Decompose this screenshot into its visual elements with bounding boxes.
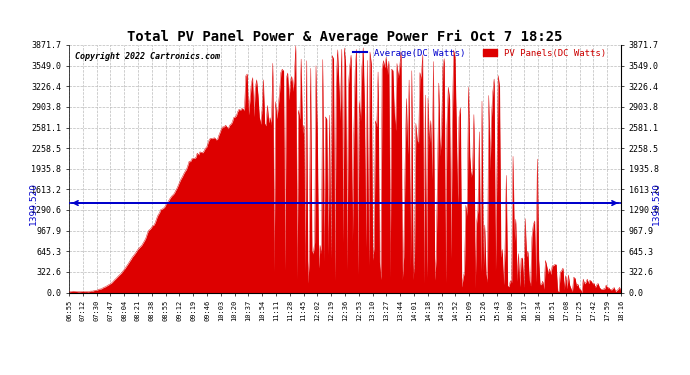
Text: Copyright 2022 Cartronics.com: Copyright 2022 Cartronics.com: [75, 53, 219, 62]
Text: 1399.520: 1399.520: [652, 182, 662, 225]
Text: 1399.520: 1399.520: [28, 182, 38, 225]
Legend: Average(DC Watts), PV Panels(DC Watts): Average(DC Watts), PV Panels(DC Watts): [350, 45, 610, 61]
Title: Total PV Panel Power & Average Power Fri Oct 7 18:25: Total PV Panel Power & Average Power Fri…: [127, 30, 563, 44]
